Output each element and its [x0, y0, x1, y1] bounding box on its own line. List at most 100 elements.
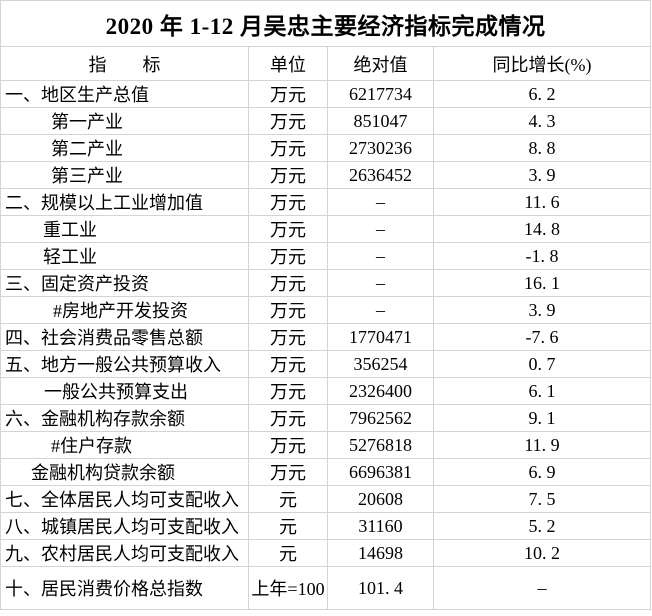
indicator-cell: 四、社会消费品零售总额	[0, 323, 249, 351]
growth-cell: 6. 9	[432, 458, 652, 486]
unit-cell: 万元	[248, 269, 328, 297]
indicator-cell: 八、城镇居民人均可支配收入	[0, 512, 249, 540]
table-row: 五、地方一般公共预算收入 万元 356254 0. 7	[0, 350, 652, 378]
unit-cell: 元	[248, 485, 328, 513]
unit-cell: 万元	[248, 107, 328, 135]
indicator-cell: #住户存款	[0, 431, 249, 459]
growth-cell: 8. 8	[432, 134, 652, 162]
indicator-cell: 七、全体居民人均可支配收入	[0, 485, 249, 513]
growth-cell: –	[432, 566, 652, 610]
indicator-cell: 一、地区生产总值	[0, 80, 249, 108]
value-cell: 2326400	[327, 377, 434, 405]
indicator-cell: 二、规模以上工业增加值	[0, 188, 249, 216]
value-cell: 851047	[327, 107, 434, 135]
table-row: 九、农村居民人均可支配收入 元 14698 10. 2	[0, 539, 652, 567]
indicator-cell: #房地产开发投资	[0, 296, 249, 324]
title-row: 2020 年 1-12 月吴忠主要经济指标完成情况	[0, 0, 652, 47]
unit-cell: 元	[248, 512, 328, 540]
unit-cell: 万元	[248, 350, 328, 378]
indicator-cell: 十、居民消费价格总指数	[0, 566, 249, 610]
value-cell: –	[327, 296, 434, 324]
growth-cell: 16. 1	[432, 269, 652, 297]
unit-cell: 万元	[248, 296, 328, 324]
table-row: 八、城镇居民人均可支配收入 元 31160 5. 2	[0, 512, 652, 540]
value-cell: 6217734	[327, 80, 434, 108]
table-row: #住户存款 万元 5276818 11. 9	[0, 431, 652, 459]
growth-cell: -7. 6	[432, 323, 652, 351]
growth-cell: 11. 6	[432, 188, 652, 216]
table-row: 三、固定资产投资 万元 – 16. 1	[0, 269, 652, 297]
table-row: 一般公共预算支出 万元 2326400 6. 1	[0, 377, 652, 405]
page-title: 2020 年 1-12 月吴忠主要经济指标完成情况	[0, 0, 652, 47]
value-cell: 101. 4	[327, 566, 434, 610]
growth-cell: 3. 9	[432, 296, 652, 324]
value-cell: –	[327, 215, 434, 243]
growth-cell: 3. 9	[432, 161, 652, 189]
indicator-cell: 一般公共预算支出	[0, 377, 249, 405]
indicator-cell: 三、固定资产投资	[0, 269, 249, 297]
indicator-cell: 五、地方一般公共预算收入	[0, 350, 249, 378]
indicator-cell: 轻工业	[0, 242, 249, 270]
table-row: 第三产业 万元 2636452 3. 9	[0, 161, 652, 189]
unit-cell: 万元	[248, 377, 328, 405]
table-row: 金融机构贷款余额 万元 6696381 6. 9	[0, 458, 652, 486]
unit-cell: 万元	[248, 161, 328, 189]
table-row: 七、全体居民人均可支配收入 元 20608 7. 5	[0, 485, 652, 513]
growth-cell: 7. 5	[432, 485, 652, 513]
value-cell: 14698	[327, 539, 434, 567]
table-row: 四、社会消费品零售总额 万元 1770471 -7. 6	[0, 323, 652, 351]
value-cell: 6696381	[327, 458, 434, 486]
unit-cell: 万元	[248, 404, 328, 432]
indicator-cell: 第三产业	[0, 161, 249, 189]
value-cell: –	[327, 269, 434, 297]
value-cell: 31160	[327, 512, 434, 540]
unit-cell: 万元	[248, 242, 328, 270]
table-row: 六、金融机构存款余额 万元 7962562 9. 1	[0, 404, 652, 432]
column-header-unit: 单位	[248, 46, 328, 81]
indicator-cell: 金融机构贷款余额	[0, 458, 249, 486]
table-row: 十、居民消费价格总指数 上年=100 101. 4 –	[0, 566, 652, 610]
growth-cell: 5. 2	[432, 512, 652, 540]
unit-cell: 上年=100	[248, 566, 328, 610]
table-row: 第二产业 万元 2730236 8. 8	[0, 134, 652, 162]
value-cell: 1770471	[327, 323, 434, 351]
growth-cell: 9. 1	[432, 404, 652, 432]
growth-cell: 11. 9	[432, 431, 652, 459]
value-cell: 2730236	[327, 134, 434, 162]
column-header-row: 指 标 单位 绝对值 同比增长(%)	[0, 46, 652, 81]
table-row: #房地产开发投资 万元 – 3. 9	[0, 296, 652, 324]
unit-cell: 万元	[248, 80, 328, 108]
growth-cell: 6. 2	[432, 80, 652, 108]
growth-cell: 4. 3	[432, 107, 652, 135]
growth-cell: 10. 2	[432, 539, 652, 567]
column-header-indicator: 指 标	[0, 46, 249, 81]
value-cell: 7962562	[327, 404, 434, 432]
value-cell: –	[327, 242, 434, 270]
value-cell: 20608	[327, 485, 434, 513]
table-row: 第一产业 万元 851047 4. 3	[0, 107, 652, 135]
table-row: 一、地区生产总值 万元 6217734 6. 2	[0, 80, 652, 108]
table-row: 二、规模以上工业增加值 万元 – 11. 6	[0, 188, 652, 216]
growth-cell: 14. 8	[432, 215, 652, 243]
indicator-cell: 第一产业	[0, 107, 249, 135]
indicator-cell: 重工业	[0, 215, 249, 243]
growth-cell: 6. 1	[432, 377, 652, 405]
unit-cell: 万元	[248, 458, 328, 486]
unit-cell: 元	[248, 539, 328, 567]
table-head: 2020 年 1-12 月吴忠主要经济指标完成情况 指 标 单位 绝对值 同比增…	[0, 0, 652, 81]
value-cell: 5276818	[327, 431, 434, 459]
value-cell: –	[327, 188, 434, 216]
indicator-cell: 九、农村居民人均可支配收入	[0, 539, 249, 567]
indicator-cell: 六、金融机构存款余额	[0, 404, 249, 432]
table-body: 一、地区生产总值 万元 6217734 6. 2 第一产业 万元 851047 …	[0, 80, 652, 610]
unit-cell: 万元	[248, 431, 328, 459]
indicator-cell: 第二产业	[0, 134, 249, 162]
column-header-absolute-value: 绝对值	[327, 46, 434, 81]
column-header-yoy-growth: 同比增长(%)	[432, 46, 652, 81]
unit-cell: 万元	[248, 188, 328, 216]
growth-cell: -1. 8	[432, 242, 652, 270]
value-cell: 2636452	[327, 161, 434, 189]
unit-cell: 万元	[248, 134, 328, 162]
